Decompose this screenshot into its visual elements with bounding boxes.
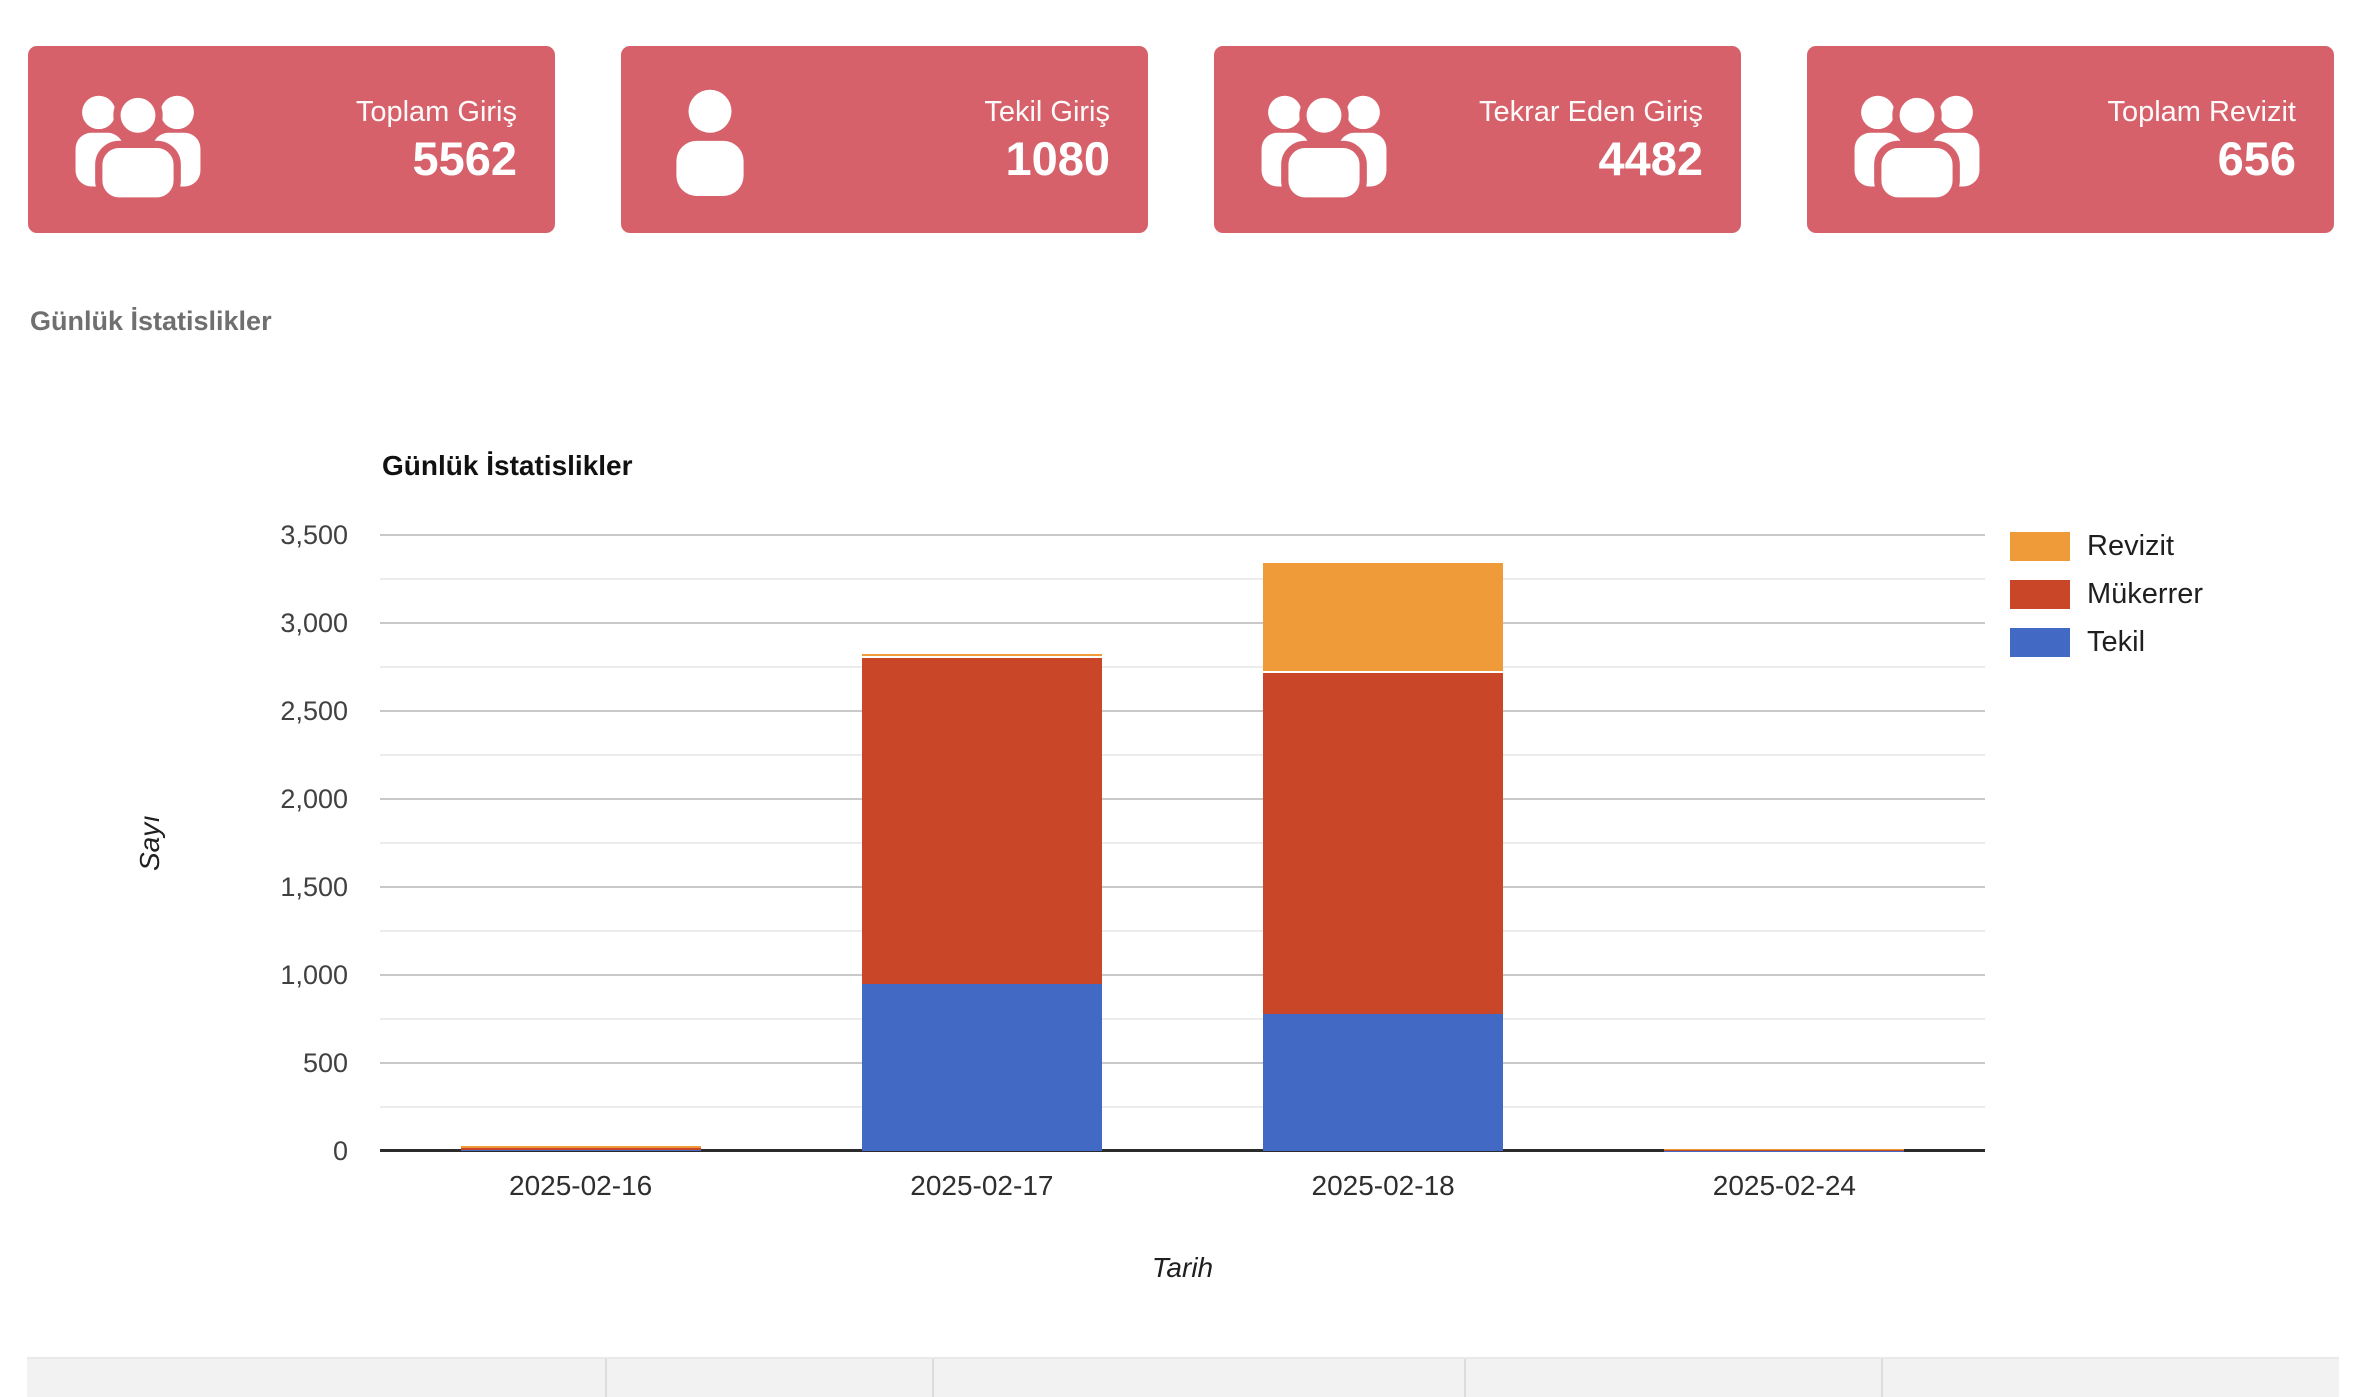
x-tick-label: 2025-02-16 [381, 1170, 781, 1202]
gridline [380, 578, 1985, 580]
table-header-cell [934, 1359, 1466, 1397]
users-icon [1853, 79, 1981, 201]
bar-segment-mükerrer[interactable] [1263, 671, 1503, 1013]
stat-card-label: Tekrar Eden Giriş [1479, 93, 1703, 131]
table-header-row [27, 1357, 2339, 1397]
stat-card-value: 5562 [356, 131, 517, 187]
stat-card-value: 656 [2107, 131, 2296, 187]
chart-legend: Revizit Mükerrer Tekil [2010, 531, 2203, 657]
bar-segment-revizit[interactable] [862, 654, 1102, 656]
stat-card-value: 1080 [984, 131, 1110, 187]
users-icon [74, 79, 202, 201]
gridline [380, 1106, 1985, 1108]
y-axis-title: Sayı [134, 815, 166, 871]
y-tick-label: 0 [178, 1136, 348, 1166]
legend-swatch-tekil [2010, 628, 2070, 657]
stat-card-label: Toplam Giriş [356, 93, 517, 131]
bar-segment-tekil[interactable] [1263, 1014, 1503, 1151]
bar-segment-mükerrer[interactable] [862, 656, 1102, 984]
gridline [380, 754, 1985, 756]
chart-title: Günlük İstatislikler [382, 450, 633, 482]
legend-item-mükerrer: Mükerrer [2010, 579, 2203, 609]
gridline [380, 1062, 1985, 1064]
bar-segment-tekil[interactable] [461, 1150, 701, 1151]
y-tick-label: 3,500 [178, 520, 348, 550]
bar-segment-revizit[interactable] [1263, 561, 1503, 672]
x-tick-label: 2025-02-17 [782, 1170, 1182, 1202]
gridline [380, 842, 1985, 844]
bar-segment-mükerrer[interactable] [461, 1148, 701, 1150]
legend-label: Revizit [2087, 531, 2174, 561]
stat-card-label: Tekil Giriş [984, 93, 1110, 131]
gridline [380, 974, 1985, 976]
table-header-cell [27, 1359, 607, 1397]
legend-swatch-mükerrer [2010, 580, 2070, 609]
section-title: Günlük İstatislikler [30, 306, 272, 337]
legend-item-tekil: Tekil [2010, 627, 2203, 657]
gridline [380, 710, 1985, 712]
bar-segment-revizit[interactable] [461, 1146, 701, 1148]
gridline [380, 622, 1985, 624]
legend-label: Tekil [2087, 627, 2145, 657]
table-header-cell [1466, 1359, 1883, 1397]
y-tick-label: 1,500 [178, 872, 348, 902]
users-icon [1260, 79, 1388, 201]
legend-item-revizit: Revizit [2010, 531, 2203, 561]
gridline [380, 886, 1985, 888]
bar-segment-mükerrer[interactable] [1664, 1150, 1904, 1151]
x-tick-label: 2025-02-18 [1183, 1170, 1583, 1202]
y-tick-label: 500 [178, 1048, 348, 1078]
legend-label: Mükerrer [2087, 579, 2203, 609]
bar-segment-tekil[interactable] [862, 984, 1102, 1151]
user-icon [667, 83, 753, 196]
y-tick-label: 2,000 [178, 784, 348, 814]
stat-card-value: 4482 [1479, 131, 1703, 187]
gridline [380, 666, 1985, 668]
legend-swatch-revizit [2010, 532, 2070, 561]
x-axis-title: Tarih [1152, 1252, 1213, 1284]
y-tick-label: 1,000 [178, 960, 348, 990]
x-tick-label: 2025-02-24 [1584, 1170, 1984, 1202]
stat-card-label: Toplam Revizit [2107, 93, 2296, 131]
gridline [380, 798, 1985, 800]
table-header-cell [607, 1359, 934, 1397]
y-tick-label: 3,000 [178, 608, 348, 638]
gridline [380, 534, 1985, 536]
table-header-cell [1883, 1359, 2339, 1397]
gridline [380, 930, 1985, 932]
y-tick-label: 2,500 [178, 696, 348, 726]
gridline [380, 1018, 1985, 1020]
bar-segment-revizit[interactable] [1664, 1149, 1904, 1150]
plot-area [380, 535, 1985, 1151]
